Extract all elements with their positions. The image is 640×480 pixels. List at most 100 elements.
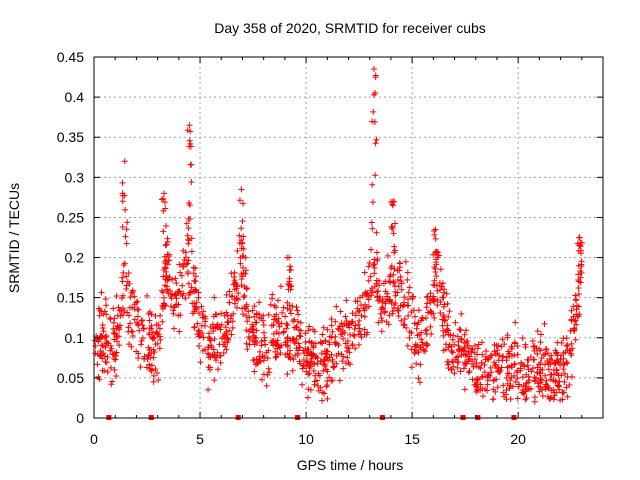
data-point [326, 339, 333, 346]
data-point [260, 357, 267, 364]
data-point [186, 137, 193, 144]
data-point [534, 350, 541, 357]
data-point [573, 302, 580, 309]
data-point [433, 273, 440, 280]
data-point [500, 382, 507, 389]
data-point [355, 321, 362, 328]
data-point [319, 340, 326, 347]
data-point [299, 381, 306, 388]
data-point [488, 369, 495, 376]
data-point [572, 336, 579, 343]
data-point [522, 396, 529, 403]
data-point [406, 334, 413, 341]
data-point [364, 289, 371, 296]
data-point [243, 312, 250, 319]
data-point [91, 337, 98, 344]
data-point [205, 386, 212, 393]
data-point [277, 349, 284, 356]
data-point [226, 327, 233, 334]
data-point [437, 309, 444, 316]
data-point [349, 341, 356, 348]
data-point [178, 272, 185, 279]
data-point [128, 343, 135, 350]
data-point [240, 200, 247, 207]
data-point [181, 256, 188, 263]
data-point [244, 318, 251, 325]
data-point [438, 283, 445, 290]
data-point [146, 330, 153, 337]
data-point [345, 321, 352, 328]
data-point [458, 336, 465, 343]
data-point [409, 293, 416, 300]
data-point [521, 390, 528, 397]
data-point [460, 347, 467, 354]
data-point [494, 347, 501, 354]
data-point [136, 327, 143, 334]
data-point [415, 348, 422, 355]
data-point [103, 311, 110, 318]
x-tick-label: 5 [196, 431, 204, 447]
data-point [175, 312, 182, 319]
data-point [144, 292, 151, 299]
data-point [345, 359, 352, 366]
data-point [507, 377, 514, 384]
data-point [231, 269, 238, 276]
data-point [389, 310, 396, 317]
data-point [186, 289, 193, 296]
data-point [560, 366, 567, 373]
data-point [544, 393, 551, 400]
data-point [201, 322, 208, 329]
data-point [417, 361, 424, 368]
data-point [434, 287, 441, 294]
data-point [484, 381, 491, 388]
data-point [291, 340, 298, 347]
data-point [542, 346, 549, 353]
data-point [231, 273, 238, 280]
data-point [440, 327, 447, 334]
data-point [123, 273, 130, 280]
data-point [511, 351, 518, 358]
data-point [575, 247, 582, 254]
data-point [469, 376, 476, 383]
data-point [408, 364, 415, 371]
data-point [269, 291, 276, 298]
data-point [474, 375, 481, 382]
data-point [361, 313, 368, 320]
data-point [262, 341, 269, 348]
data-point [306, 338, 313, 345]
data-point [145, 344, 152, 351]
data-point [110, 325, 117, 332]
data-point [236, 197, 243, 204]
data-point [102, 344, 109, 351]
data-point [431, 231, 438, 238]
y-tick-label: 0.45 [57, 49, 84, 65]
data-point [324, 395, 331, 402]
data-point [437, 286, 444, 293]
data-point [404, 302, 411, 309]
data-point [388, 263, 395, 270]
data-point [391, 243, 398, 250]
data-point [424, 341, 431, 348]
data-point [398, 317, 405, 324]
data-point [115, 324, 122, 331]
data-point [380, 305, 387, 312]
data-point [537, 347, 544, 354]
data-point [432, 226, 439, 233]
data-point [285, 286, 292, 293]
data-point [278, 342, 285, 349]
data-point [94, 361, 101, 368]
data-point [150, 354, 157, 361]
data-point [465, 369, 472, 376]
data-point [231, 286, 238, 293]
data-point [258, 338, 265, 345]
data-point [512, 379, 519, 386]
data-point [348, 320, 355, 327]
data-point [329, 356, 336, 363]
data-point [138, 337, 145, 344]
data-point [462, 359, 469, 366]
data-point [150, 372, 157, 379]
data-point [418, 336, 425, 343]
data-point [554, 339, 561, 346]
data-point [491, 376, 498, 383]
data-point [190, 264, 197, 271]
